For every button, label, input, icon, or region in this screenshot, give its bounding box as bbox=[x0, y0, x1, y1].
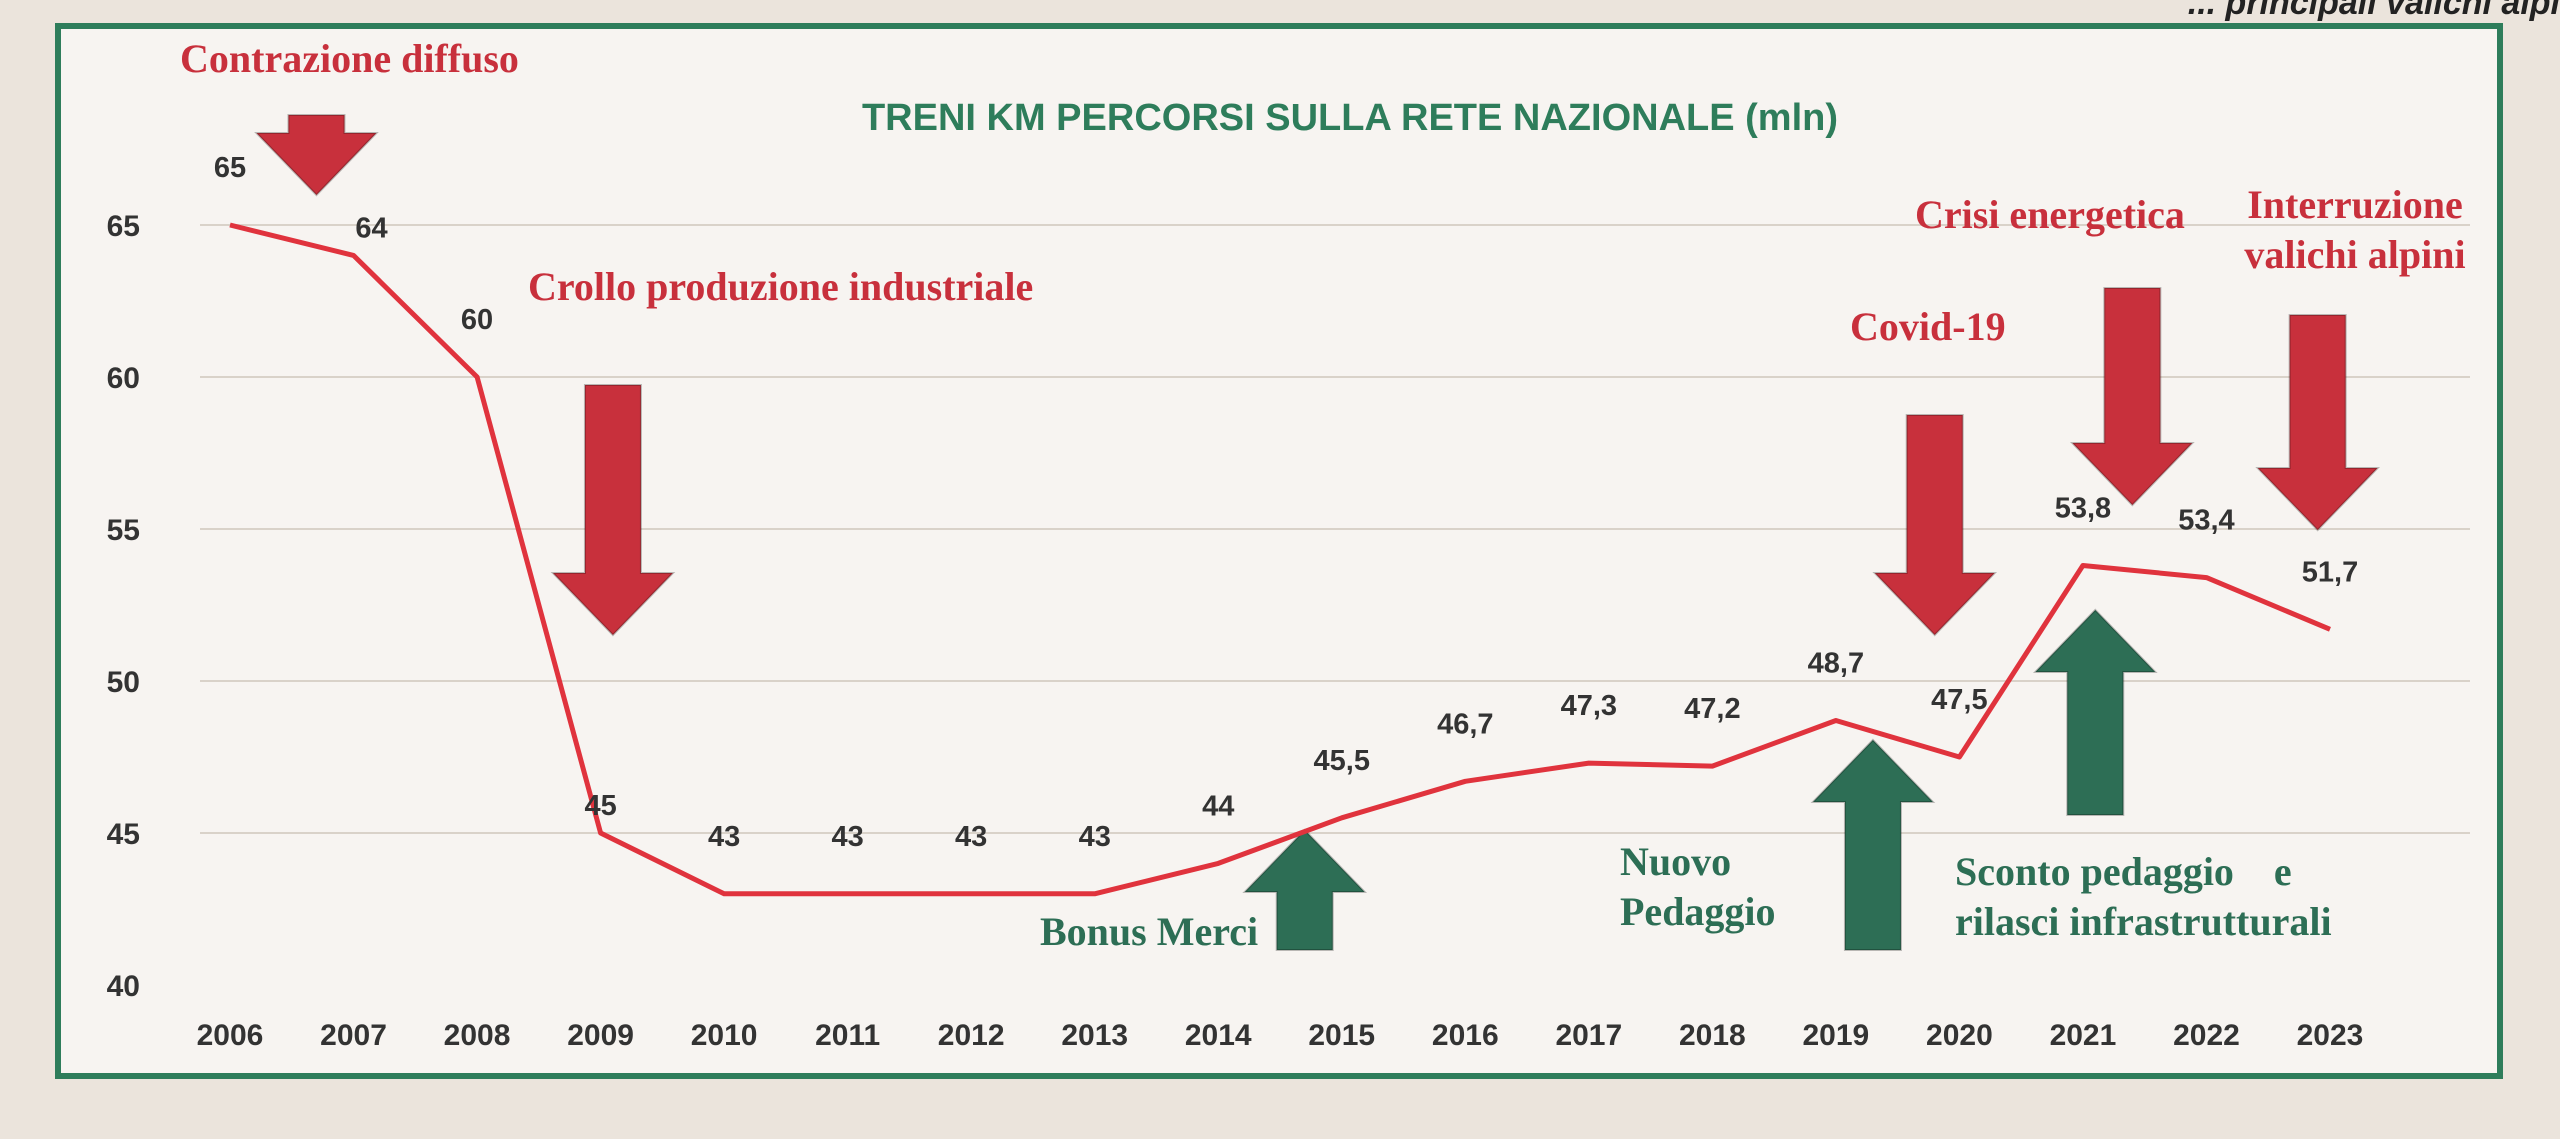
data-label: 64 bbox=[355, 212, 387, 244]
event-annotation: Bonus Merci bbox=[1040, 909, 1258, 954]
event-annotation: Crollo produzione industriale bbox=[528, 264, 1033, 309]
up-arrow-icon bbox=[1810, 738, 1936, 951]
y-tick-label: 60 bbox=[107, 362, 140, 395]
data-label: 48,7 bbox=[1808, 648, 1864, 680]
down-arrow-icon bbox=[2255, 314, 2381, 532]
data-label: 43 bbox=[955, 821, 987, 853]
x-tick-label: 2013 bbox=[1061, 1019, 1128, 1052]
x-axis: 2006 2007 2008 2009 2010 2011 2012 2013 2014 2015… bbox=[197, 1019, 2364, 1052]
series-line bbox=[229, 222, 2331, 897]
event-annotation: Nuovo bbox=[1620, 839, 1731, 884]
event-annotation: Covid-19 bbox=[1850, 304, 2006, 349]
chart-title: TRENI KM PERCORSI SULLA RETE NAZIONALE (… bbox=[862, 97, 1838, 139]
y-tick-label: 50 bbox=[107, 666, 140, 699]
data-label: 45 bbox=[584, 790, 616, 822]
data-label: 43 bbox=[1079, 821, 1111, 853]
x-tick-label: 2010 bbox=[691, 1019, 758, 1052]
event-annotation: Crisi energetica bbox=[1915, 192, 2185, 237]
data-label: 43 bbox=[708, 821, 740, 853]
y-axis: 40 45 50 55 60 65 bbox=[107, 210, 140, 1003]
x-tick-label: 2007 bbox=[320, 1019, 387, 1052]
x-tick-label: 2006 bbox=[197, 1019, 264, 1052]
x-tick-label: 2014 bbox=[1185, 1019, 1252, 1052]
data-label: 47,3 bbox=[1561, 690, 1617, 722]
x-tick-label: 2020 bbox=[1926, 1019, 1993, 1052]
y-tick-label: 40 bbox=[107, 970, 140, 1003]
data-label: 51,7 bbox=[2302, 556, 2358, 588]
event-arrows bbox=[254, 114, 2381, 951]
down-arrow-icon bbox=[1872, 414, 1998, 637]
x-tick-label: 2019 bbox=[1803, 1019, 1870, 1052]
page-header-fragment: ... principali valichi alpi bbox=[2188, 0, 2560, 22]
x-tick-label: 2018 bbox=[1679, 1019, 1746, 1052]
x-tick-label: 2012 bbox=[938, 1019, 1005, 1052]
data-label: 45,5 bbox=[1314, 745, 1370, 777]
x-tick-label: 2017 bbox=[1555, 1019, 1622, 1052]
data-label: 47,2 bbox=[1684, 693, 1740, 725]
x-tick-label: 2011 bbox=[815, 1019, 880, 1052]
x-tick-label: 2023 bbox=[2297, 1019, 2364, 1052]
y-tick-label: 65 bbox=[107, 210, 140, 243]
data-label: 47,5 bbox=[1931, 684, 1987, 716]
x-tick-label: 2015 bbox=[1308, 1019, 1375, 1052]
data-labels: 65 64 60 45 43 43 43 43 44 45,5 46,7 47,3 47,2 48,7 47… bbox=[214, 152, 2358, 853]
event-annotation: Sconto pedaggio e bbox=[1955, 849, 2292, 894]
up-arrow-icon bbox=[2032, 608, 2158, 816]
data-label: 44 bbox=[1202, 790, 1234, 822]
down-arrow-icon bbox=[550, 384, 676, 637]
event-annotation: Pedaggio bbox=[1620, 889, 1776, 934]
down-arrow-icon bbox=[2069, 287, 2195, 507]
event-annotation: Interruzione bbox=[2247, 182, 2463, 227]
x-tick-label: 2008 bbox=[444, 1019, 511, 1052]
down-arrow-icon bbox=[254, 114, 379, 197]
event-annotation: valichi alpini bbox=[2244, 232, 2465, 277]
data-label: 53,4 bbox=[2178, 505, 2234, 537]
y-tick-label: 45 bbox=[107, 818, 140, 851]
y-tick-label: 55 bbox=[107, 514, 140, 547]
event-annotation: rilasci infrastrutturali bbox=[1955, 899, 2332, 944]
x-tick-label: 2021 bbox=[2050, 1019, 2117, 1052]
x-tick-label: 2016 bbox=[1432, 1019, 1499, 1052]
data-label: 43 bbox=[832, 821, 864, 853]
data-label: 65 bbox=[214, 152, 246, 184]
x-tick-label: 2009 bbox=[567, 1019, 634, 1052]
up-arrow-icon bbox=[1242, 828, 1368, 951]
x-tick-label: 2022 bbox=[2173, 1019, 2240, 1052]
event-annotation: Contrazione diffuso bbox=[180, 36, 519, 81]
data-label: 46,7 bbox=[1437, 708, 1493, 740]
data-label: 60 bbox=[461, 304, 493, 336]
event-labels: Contrazione diffuso Crollo produzione ind… bbox=[180, 36, 2466, 954]
data-label: 53,8 bbox=[2055, 492, 2111, 524]
